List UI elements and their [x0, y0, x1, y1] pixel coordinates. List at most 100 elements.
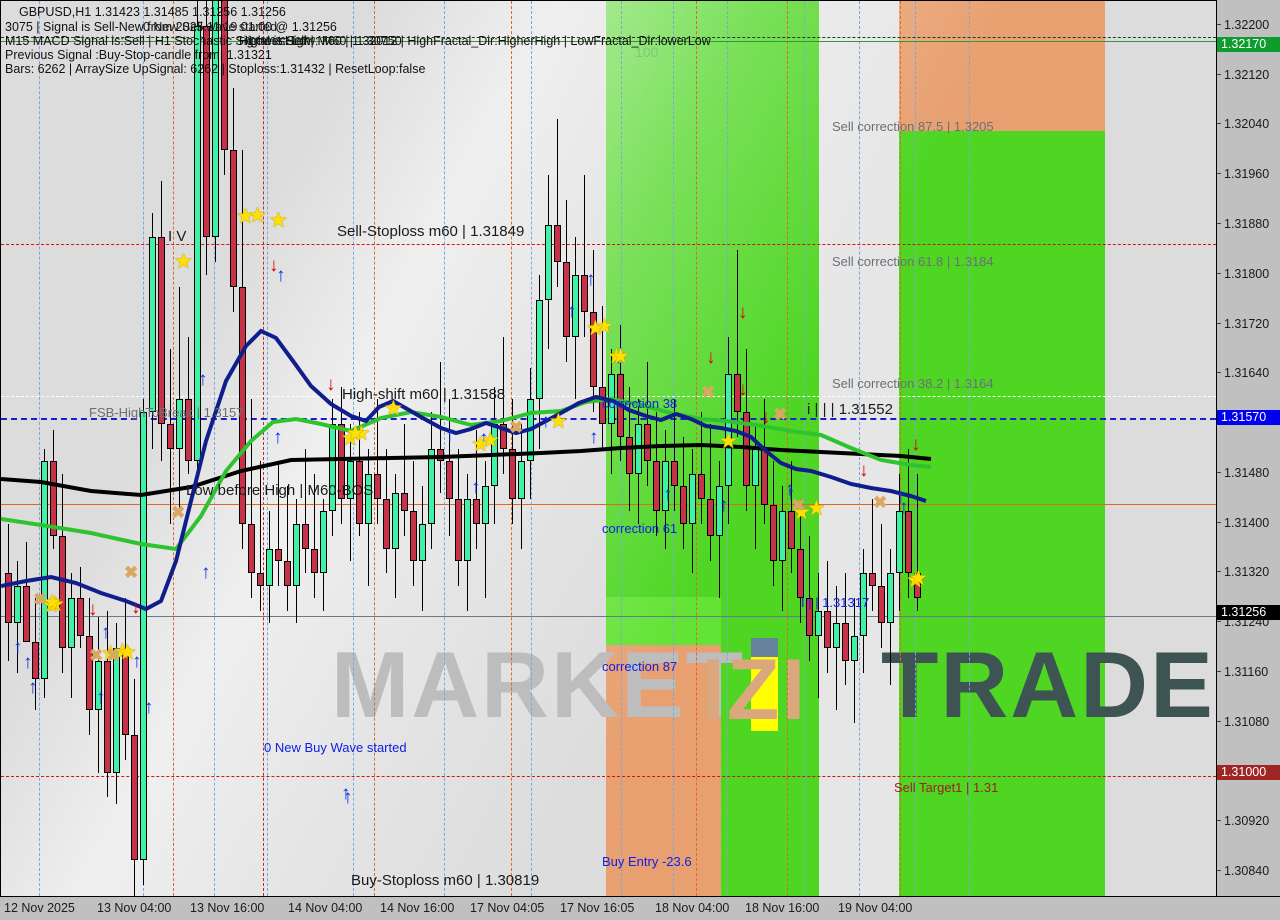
star-marker-icon: ★ — [46, 593, 65, 616]
level-last-price — [1, 616, 1216, 617]
candle — [230, 88, 237, 313]
buy-arrow-icon: ↑ — [273, 427, 283, 448]
star-marker-icon: ★ — [269, 209, 288, 232]
candle-body — [383, 498, 390, 549]
candle-body — [185, 399, 192, 462]
candle-body — [797, 548, 804, 599]
star-marker-icon: ★ — [481, 429, 500, 452]
candle-body — [734, 374, 741, 412]
candle — [104, 610, 111, 798]
price-tick: 1.31880 — [1217, 217, 1280, 231]
grid-v — [353, 1, 354, 896]
sell-arrow-icon: ↓ — [738, 302, 748, 323]
candle-body — [212, 1, 219, 238]
buy-arrow-icon: ↑ — [132, 651, 142, 672]
candle-body — [536, 299, 543, 400]
buy-arrow-icon: ↑ — [614, 347, 624, 368]
candle — [554, 119, 561, 288]
candle-body — [50, 461, 57, 537]
candle-body — [671, 461, 678, 487]
candle-body — [500, 424, 507, 449]
candle — [878, 523, 885, 649]
star-marker-icon: ★ — [471, 433, 490, 456]
price-last-badge[interactable]: 1.31256 — [1217, 605, 1280, 621]
chart-plot-area[interactable]: MARKET IZI TRADE — [0, 0, 1216, 896]
candle-body — [554, 224, 561, 263]
candle — [509, 399, 516, 524]
candle — [671, 399, 678, 512]
grid-v — [39, 1, 40, 896]
annotation-sell-target1: Sell Target1 | 1.31 — [894, 780, 999, 795]
candle-wick — [836, 585, 837, 711]
candle-wick — [872, 498, 873, 611]
candle — [869, 498, 876, 611]
price-bid-badge[interactable]: 1.31570 — [1217, 409, 1280, 425]
candle — [482, 461, 489, 599]
sell-arrow-icon: ↓ — [738, 379, 748, 400]
candle-body — [446, 461, 453, 499]
candle — [590, 249, 597, 412]
ma-navy-line — [1, 328, 927, 612]
candle-body — [293, 523, 300, 586]
candle — [734, 249, 741, 437]
candle — [23, 542, 30, 642]
grid-v — [969, 1, 970, 896]
sell-arrow-icon: ↓ — [911, 434, 921, 455]
grid-v — [214, 1, 215, 896]
candle-body — [266, 548, 273, 586]
header-lowest-low: Lowest Low: M60 | 1.30750 — [249, 34, 402, 48]
candle — [302, 449, 309, 574]
candle — [500, 337, 507, 474]
header-fractal-dir: Highest High: M60 | 1.32012 | HighFracta… — [239, 34, 711, 48]
sell-arrow-icon: ↓ — [269, 255, 279, 276]
candle-body — [122, 648, 129, 736]
candle-wick — [818, 573, 819, 698]
buy-arrow-icon: ↑ — [663, 484, 673, 505]
cross-marker-icon: ✖ — [33, 590, 48, 609]
candle — [518, 424, 525, 549]
price-scale[interactable]: 1.32200 1.32120 1.32040 1.31960 1.31880 1.318… — [1216, 0, 1280, 896]
candle-body — [158, 237, 165, 425]
annotation-sell-corr-618: Sell correction 61.8 | 1.3184 — [832, 254, 994, 269]
candle-body — [851, 635, 858, 661]
candle-body — [788, 511, 795, 549]
candle — [599, 305, 606, 449]
annotation-buy-stoploss: Buy-Stoploss m60 | 1.30819 — [351, 872, 540, 889]
star-marker-icon: ★ — [807, 497, 826, 520]
candle-wick — [917, 473, 918, 611]
candle-wick — [737, 249, 738, 437]
annotation-correction-61: correction 61 — [602, 521, 678, 536]
sell-arrow-icon: ↓ — [131, 597, 141, 618]
candle — [797, 498, 804, 624]
price-ask-badge[interactable]: 1.32170 — [1217, 36, 1280, 52]
candle — [662, 430, 669, 549]
candle-body — [914, 573, 921, 599]
candle — [698, 411, 705, 524]
level-sell-stoploss — [1, 244, 1216, 245]
buy-arrow-icon: ↑ — [201, 562, 211, 583]
star-marker-icon: ★ — [236, 205, 255, 228]
buy-arrow-icon: ↑ — [586, 269, 596, 290]
candle-body — [86, 635, 93, 711]
star-marker-icon: ★ — [352, 422, 371, 445]
candle-body — [806, 598, 813, 636]
price-tick: 1.32200 — [1217, 18, 1280, 32]
candle — [329, 399, 336, 537]
candle — [428, 411, 435, 549]
candle-body — [581, 274, 588, 313]
star-marker-icon: ★ — [346, 422, 365, 445]
candle — [824, 561, 831, 673]
candle — [68, 573, 75, 698]
candle-body — [473, 498, 480, 524]
candle — [203, 1, 210, 275]
header-symbol-line: GBPUSD,H1 1.31423 1.31485 1.31256 1.3125… — [19, 5, 286, 19]
candle — [347, 424, 354, 561]
candle-body — [329, 424, 336, 512]
price-target-badge[interactable]: 1.31000 — [1217, 764, 1280, 780]
star-marker-icon: ★ — [906, 569, 925, 592]
candle — [95, 617, 102, 773]
header-bars-line: Bars: 6262 | ArraySize UpSignal: 6262 | … — [5, 62, 426, 76]
time-scale[interactable]: 12 Nov 2025 13 Nov 04:00 13 Nov 16:00 14 No… — [0, 896, 1280, 920]
price-tick: 1.31080 — [1217, 715, 1280, 729]
